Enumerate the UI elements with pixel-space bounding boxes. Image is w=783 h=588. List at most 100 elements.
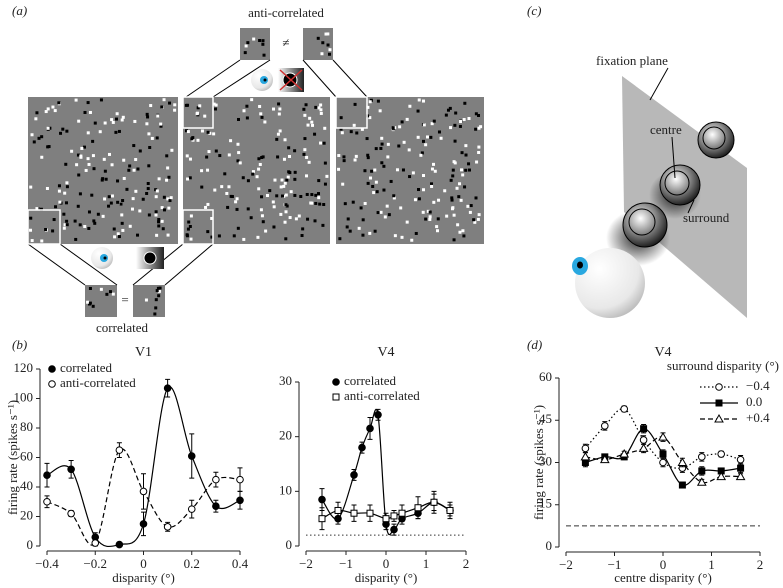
dot bbox=[401, 168, 405, 172]
dot bbox=[86, 131, 90, 135]
dot bbox=[430, 182, 434, 186]
dot bbox=[424, 143, 428, 147]
dot bbox=[445, 214, 449, 218]
dot bbox=[459, 120, 463, 124]
dot bbox=[128, 224, 132, 228]
marker bbox=[358, 443, 366, 452]
dot bbox=[398, 125, 402, 129]
dot bbox=[208, 131, 212, 135]
dot bbox=[103, 121, 107, 125]
dot bbox=[162, 98, 166, 102]
dot bbox=[395, 168, 399, 172]
dot bbox=[218, 154, 222, 158]
dot bbox=[405, 117, 409, 121]
dot bbox=[281, 194, 285, 198]
dot bbox=[342, 159, 346, 163]
anti-correlated-label: anti-correlated bbox=[248, 5, 324, 20]
dot bbox=[121, 115, 125, 119]
dot bbox=[379, 146, 383, 150]
dot bbox=[325, 174, 329, 178]
dot bbox=[392, 196, 396, 200]
dot bbox=[317, 196, 321, 200]
dot bbox=[288, 154, 292, 158]
dot bbox=[294, 217, 298, 221]
dot bbox=[399, 206, 403, 210]
dot bbox=[77, 173, 81, 177]
marker bbox=[736, 455, 745, 464]
dot bbox=[234, 200, 238, 204]
dot bbox=[320, 52, 324, 56]
dot bbox=[154, 210, 158, 214]
dot bbox=[229, 194, 233, 198]
marker bbox=[187, 505, 196, 513]
marker bbox=[236, 496, 244, 505]
dot bbox=[425, 135, 429, 139]
marker bbox=[67, 509, 75, 518]
dot bbox=[354, 154, 358, 158]
dot bbox=[393, 126, 397, 130]
x-axis-label: disparity (°) bbox=[355, 570, 418, 585]
dot bbox=[475, 160, 479, 164]
dot bbox=[186, 177, 190, 181]
dot bbox=[40, 135, 44, 139]
dot bbox=[116, 200, 120, 204]
dot bbox=[366, 153, 370, 157]
dot bbox=[265, 194, 269, 198]
dot bbox=[214, 149, 218, 153]
dot bbox=[357, 226, 361, 230]
dot bbox=[417, 188, 421, 192]
marker bbox=[163, 384, 172, 392]
marker bbox=[139, 520, 148, 528]
dot bbox=[428, 217, 432, 221]
dot bbox=[385, 204, 389, 208]
x-tick-label: 0 bbox=[383, 556, 390, 571]
dot bbox=[472, 218, 476, 222]
dot bbox=[146, 187, 150, 191]
centre-label: centre bbox=[650, 122, 682, 137]
marker bbox=[640, 425, 648, 433]
dot bbox=[432, 162, 436, 166]
marker bbox=[398, 509, 406, 517]
dot bbox=[44, 110, 48, 114]
dot bbox=[306, 123, 310, 127]
stereogram bbox=[133, 285, 165, 317]
dot bbox=[52, 218, 56, 222]
dot bbox=[243, 51, 247, 55]
dot bbox=[122, 158, 126, 162]
fit-line bbox=[46, 386, 241, 548]
dot bbox=[154, 188, 158, 192]
dot bbox=[112, 227, 116, 231]
dot bbox=[263, 120, 267, 124]
dot bbox=[134, 189, 138, 193]
dot bbox=[477, 126, 481, 130]
dot bbox=[119, 202, 123, 206]
marker bbox=[715, 383, 723, 391]
dot bbox=[259, 208, 263, 212]
dot bbox=[65, 129, 69, 133]
dot bbox=[282, 157, 286, 161]
dot bbox=[134, 158, 138, 162]
marker bbox=[236, 475, 244, 484]
marker bbox=[332, 393, 340, 401]
dot bbox=[246, 179, 250, 183]
dot bbox=[463, 185, 467, 189]
dot bbox=[303, 113, 307, 117]
dot bbox=[185, 129, 189, 133]
dot bbox=[103, 197, 107, 201]
dot bbox=[435, 225, 439, 229]
dot bbox=[365, 137, 369, 141]
dot bbox=[227, 153, 231, 157]
dot bbox=[249, 216, 253, 220]
dot bbox=[317, 192, 321, 196]
dot bbox=[93, 121, 97, 125]
dot bbox=[319, 111, 323, 115]
dot bbox=[452, 160, 456, 164]
dot bbox=[452, 213, 456, 217]
dot bbox=[313, 132, 317, 136]
dot bbox=[226, 205, 230, 209]
dot bbox=[277, 112, 281, 116]
fit-line bbox=[584, 408, 741, 469]
dot bbox=[165, 154, 169, 158]
dot bbox=[168, 101, 172, 105]
marker bbox=[735, 471, 746, 481]
